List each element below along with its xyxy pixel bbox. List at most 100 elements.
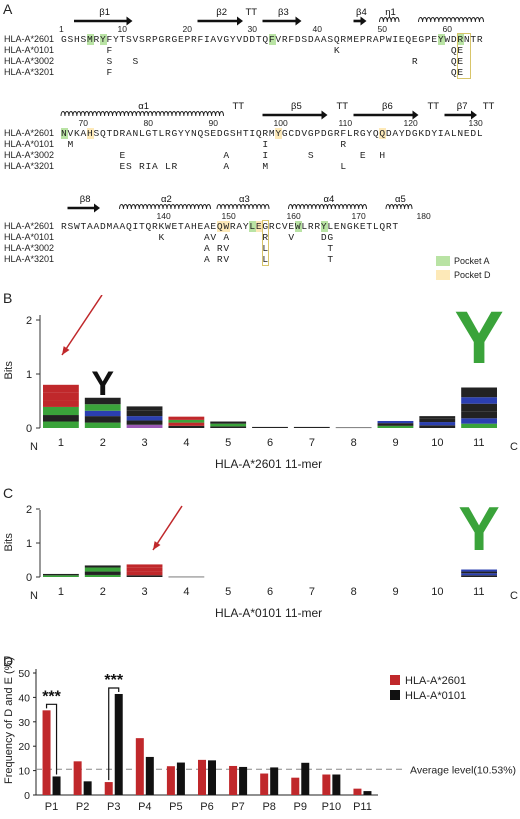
strand-arrow (353, 16, 367, 26)
pocket-highlight (86, 128, 94, 139)
pocket-highlight (268, 34, 276, 45)
ss-label: TT (483, 101, 495, 112)
logo-letter-stack (43, 573, 79, 576)
helix-coil (60, 111, 224, 117)
strand-arrow (262, 110, 328, 120)
ss-label: β5 (291, 101, 302, 112)
ss-label: α3 (239, 194, 250, 205)
position-label: 1 (58, 437, 64, 449)
residue-number: 100 (273, 118, 288, 128)
sequence-alignment: β1 β2 TT β3 β4 η1 1 10 20 30 40 50 60 HLA-A*2601 GSHSM… (0, 0, 520, 280)
ss-label: β6 (382, 101, 393, 112)
panel-label-c: C (3, 485, 14, 501)
alignment-block1: β1 β2 TT β3 β4 η1 1 10 20 30 40 50 60 HLA-A*2601 GSHSM… (0, 6, 520, 96)
logo-letter-stack (293, 426, 330, 428)
logo-letter-stack (461, 573, 497, 576)
allele-name: HLA-A*3201 (4, 67, 55, 77)
position-label: 1 (58, 586, 64, 598)
x-tick-label: P6 (200, 801, 213, 813)
pocket-highlight (99, 34, 107, 45)
strand-arrow (197, 16, 243, 26)
pocket-highlight (223, 221, 230, 232)
position-label: 4 (183, 437, 189, 449)
logo-letter-stack (252, 426, 288, 428)
x-tick-label: P8 (262, 801, 275, 813)
allele-sequence: RSWTAADMAAQITQRKWETAHEAEQWRAYLEGRCVEWLRR… (61, 221, 399, 232)
logo-letter-stack (84, 574, 121, 577)
y-axis-label: Bits (3, 361, 15, 380)
logo-letter-stack (43, 400, 79, 407)
strand-arrow (74, 16, 133, 26)
ss-label: TT (246, 7, 258, 18)
logo-letter-stack (168, 425, 205, 428)
ss-label: α1 (138, 101, 149, 112)
logo-letter-stack (419, 425, 456, 428)
bar-a2601-P1 (42, 710, 51, 795)
bar-a2601-P4 (135, 738, 144, 795)
residue-number: 40 (312, 24, 322, 34)
logo-letter-stack (126, 424, 163, 428)
logo-letter-stack (43, 384, 79, 393)
strand-arrow (262, 16, 302, 26)
bar-a2601-P8 (260, 773, 269, 795)
allele-sequence: K AV A R V DG (61, 232, 412, 243)
n-terminus-label: N (30, 441, 38, 453)
position-label: 8 (351, 437, 357, 449)
pocket-highlight (275, 128, 282, 139)
allele-sequence: A RV L T (61, 243, 412, 254)
logo-letter-stack (461, 411, 497, 419)
allele-sequence: GSHSMRYFYTSVSRPGRGEPRFIAVGYVDDTQFVRFDSDA… (61, 34, 484, 45)
position-label: 2 (100, 586, 106, 598)
logo-letter-stack (84, 567, 121, 572)
pocket-highlight (60, 128, 68, 139)
logo-letter-stack (377, 425, 414, 428)
highlight-arrow-head (153, 541, 161, 550)
y-tick-label: 2 (26, 315, 32, 327)
position-label: 6 (267, 586, 273, 598)
allele-sequence: F K QE (61, 45, 471, 56)
pocket-a-label: Pocket A (454, 256, 490, 266)
helix-coil (119, 204, 211, 210)
residue-number: 50 (377, 24, 387, 34)
alignment-block3: β8 α2 α3 α4 α5 140 150 160 170 180 HLA-A*2601 RSWTA… (0, 193, 520, 283)
logo-letter-stack (43, 421, 79, 428)
logo-letter-stack (461, 571, 497, 574)
x-axis-label: HLA-A*2601 11-mer (215, 457, 322, 471)
position-label: 4 (183, 586, 189, 598)
conservation-box (261, 220, 269, 266)
residue-number: 160 (286, 211, 301, 221)
position-label: 9 (392, 586, 398, 598)
highlight-arrow-head (62, 346, 70, 355)
logo-letter: Y (458, 495, 499, 564)
logo-letter-stack (419, 416, 456, 419)
logo-letter-stack (126, 567, 163, 572)
allele-sequence: E A I S E H (61, 150, 471, 161)
x-tick-label: P9 (294, 801, 307, 813)
position-label: 11 (473, 437, 484, 449)
y-tick-label: 2 (26, 504, 32, 516)
logo-letter-stack (84, 571, 121, 575)
alignment-block2: α1 TT β5 TT β6 TT β7 TT 70 80 90 100 110 120 130 HLA-A*… (0, 100, 520, 190)
position-label: 10 (431, 586, 443, 598)
allele-name: HLA-A*2601 (4, 34, 55, 44)
bar-a0101-P10 (332, 774, 341, 795)
position-label: 7 (309, 586, 315, 598)
allele-name: HLA-A*3002 (4, 243, 55, 253)
logo-letter-stack (43, 406, 79, 416)
bar-a2601-P11 (353, 788, 362, 795)
ss-label: α5 (395, 194, 406, 205)
allele-name: HLA-A*0101 (4, 139, 55, 149)
significance-label: *** (42, 688, 61, 705)
residue-number: 30 (247, 24, 257, 34)
x-tick-label: P5 (169, 801, 182, 813)
residue-number: 140 (156, 211, 171, 221)
position-label: 7 (309, 437, 315, 449)
logo-letter-stack (84, 565, 121, 568)
y-tick-label: 0 (26, 423, 32, 435)
logo-letter-stack (126, 564, 163, 568)
logo-letter-stack (43, 415, 79, 422)
logo-letter-stack (126, 406, 163, 411)
ss-label: β7 (457, 101, 468, 112)
logo-letter-stack (168, 419, 205, 423)
secondary-structure: β1 β2 TT β3 β4 η1 (74, 7, 484, 26)
